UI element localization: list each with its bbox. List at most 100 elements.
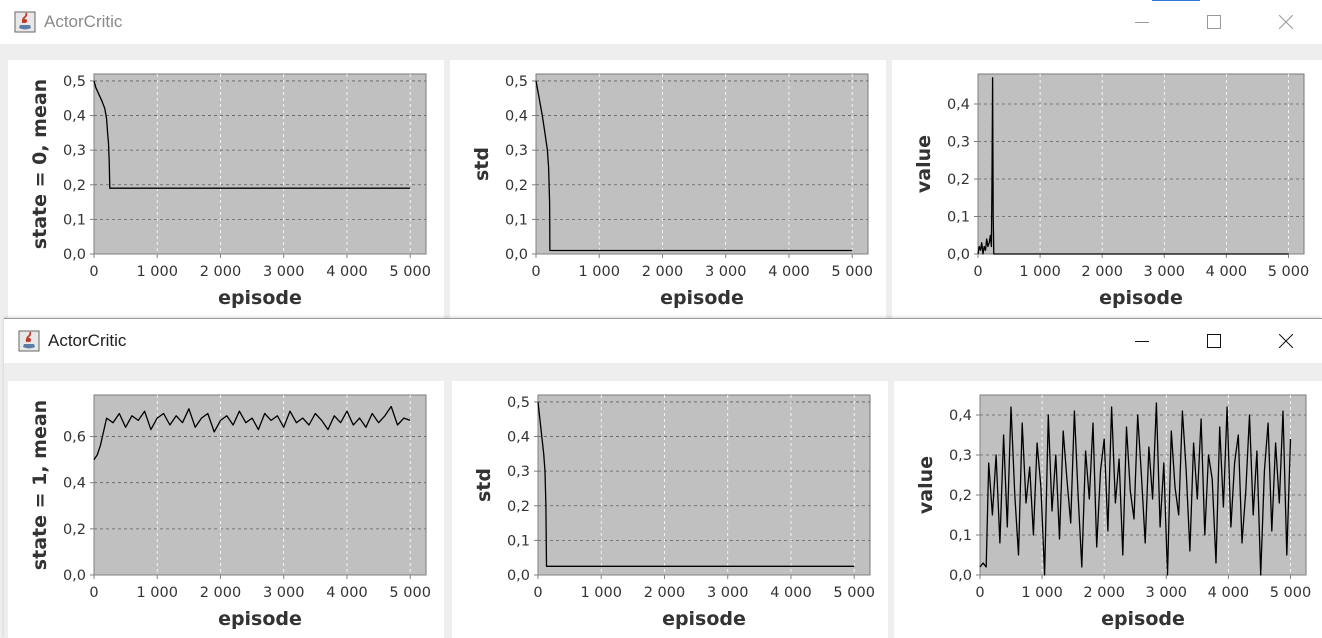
y-tick-label: 0,0 xyxy=(947,247,970,263)
actorcritic-window-front[interactable]: ActorCritic 0,0 0,2 0,4 0,6 0 1 000 2 000 3 000… xyxy=(4,318,1322,638)
y-axis-label: std xyxy=(473,468,495,502)
focus-accent xyxy=(1152,0,1200,1)
x-tick-label: 0 xyxy=(533,585,542,601)
chart-svg: 0,0 0,1 0,2 0,3 0,4 0 1 000 2 000 3 000 4 000 5 00… xyxy=(913,73,1309,309)
y-tick-label: 0,4 xyxy=(505,109,528,125)
y-tick-label: 0,6 xyxy=(63,430,86,446)
y-axis-label: state = 0, mean xyxy=(29,79,51,249)
series-line xyxy=(93,80,411,189)
x-tick-label: 1 000 xyxy=(1021,585,1063,601)
series-line xyxy=(977,77,1289,255)
chart-panel-state0-mean: 0,0 0,1 0,2 0,3 0,4 0,5 0 1 000 2 000 3 000 4 000 5… xyxy=(8,60,444,320)
x-axis-label: episode xyxy=(218,608,302,630)
y-tick-label: 0,4 xyxy=(63,109,86,125)
x-tick-label: 0 xyxy=(89,264,98,280)
x-tick-label: 2 000 xyxy=(644,585,686,601)
x-axis-label: episode xyxy=(662,608,746,630)
x-tick-label: 4 000 xyxy=(770,585,812,601)
x-tick-label: 1 000 xyxy=(1019,264,1061,280)
close-button[interactable] xyxy=(1250,319,1322,363)
maximize-button[interactable] xyxy=(1178,319,1250,363)
plot-area xyxy=(535,73,869,255)
close-icon xyxy=(1279,15,1293,29)
x-tick-label: 2 000 xyxy=(642,264,684,280)
close-icon xyxy=(1279,334,1293,348)
x-tick-label: 0 xyxy=(89,585,98,601)
y-tick-label: 0,5 xyxy=(507,395,530,411)
y-tick-label: 0,3 xyxy=(63,143,86,159)
y-axis-label: state = 1, mean xyxy=(29,400,51,570)
y-tick-label: 0,3 xyxy=(507,464,530,480)
y-tick-label: 0,2 xyxy=(947,172,970,188)
x-tick-label: 1 000 xyxy=(136,264,178,280)
x-tick-label: 5 000 xyxy=(1270,585,1312,601)
chart-panel-value: 0,0 0,1 0,2 0,3 0,4 0 1 000 2 000 3 000 4 000 5 00… xyxy=(894,381,1322,638)
y-tick-label: 0,3 xyxy=(949,448,972,464)
x-tick-label: 4 000 xyxy=(326,585,368,601)
x-tick-label: 3 000 xyxy=(1144,264,1186,280)
x-tick-label: 2 000 xyxy=(1081,264,1123,280)
x-tick-label: 1 000 xyxy=(580,585,622,601)
y-tick-label: 0,3 xyxy=(505,143,528,159)
chart-panel-std: 0,0 0,1 0,2 0,3 0,4 0,5 0 1 000 2 000 3 000 4 000 5… xyxy=(452,381,888,638)
y-tick-label: 0,0 xyxy=(507,568,530,584)
x-tick-label: 0 xyxy=(973,264,982,280)
x-tick-label: 2 000 xyxy=(200,585,242,601)
chart-panel-value: 0,0 0,1 0,2 0,3 0,4 0 1 000 2 000 3 000 4 000 5 00… xyxy=(892,60,1322,320)
y-axis-label: std xyxy=(471,147,493,181)
minimize-icon xyxy=(1135,22,1149,23)
chart-svg: 0,0 0,1 0,2 0,3 0,4 0,5 0 1 000 2 000 3 000 4 000 5… xyxy=(29,73,431,309)
x-tick-label: 2 000 xyxy=(1083,585,1125,601)
x-axis-label: episode xyxy=(218,287,302,309)
x-tick-label: 1 000 xyxy=(136,585,178,601)
x-tick-label: 3 000 xyxy=(705,264,747,280)
x-tick-label: 1 000 xyxy=(578,264,620,280)
y-tick-label: 0,1 xyxy=(947,210,970,226)
x-tick-label: 2 000 xyxy=(200,264,242,280)
maximize-icon xyxy=(1207,334,1221,348)
x-tick-label: 3 000 xyxy=(263,264,305,280)
window-title: ActorCritic xyxy=(48,331,127,350)
chart-svg: 0,0 0,1 0,2 0,3 0,4 0,5 0 1 000 2 000 3 000 4 000 5… xyxy=(471,73,873,309)
y-tick-label: 0,1 xyxy=(505,212,528,228)
plot-area xyxy=(977,73,1305,255)
maximize-button[interactable] xyxy=(1178,0,1250,44)
y-tick-label: 0,2 xyxy=(63,522,86,538)
y-tick-label: 0,2 xyxy=(949,488,972,504)
y-axis-label: value xyxy=(915,456,937,514)
y-tick-label: 0,4 xyxy=(949,408,972,424)
series-line xyxy=(535,80,853,252)
x-tick-label: 5 000 xyxy=(389,585,431,601)
x-tick-label: 3 000 xyxy=(1146,585,1188,601)
actorcritic-window-back[interactable]: ActorCritic 0,0 0,1 0,2 0,3 0,4 0,5 0 1 000 2 00… xyxy=(0,0,1322,320)
x-tick-label: 5 000 xyxy=(389,264,431,280)
y-tick-label: 0,2 xyxy=(505,178,528,194)
title-bar[interactable]: ActorCritic xyxy=(0,0,1322,44)
java-app-icon xyxy=(14,11,36,33)
x-tick-label: 4 000 xyxy=(768,264,810,280)
chart-panel-state1-mean: 0,0 0,2 0,4 0,6 0 1 000 2 000 3 000 4 000 5 000 ep… xyxy=(8,381,444,638)
y-tick-label: 0,2 xyxy=(507,499,530,515)
x-axis-label: episode xyxy=(1101,608,1185,630)
title-bar[interactable]: ActorCritic xyxy=(4,319,1322,363)
y-tick-label: 0,0 xyxy=(63,247,86,263)
plot-area xyxy=(537,394,871,576)
maximize-icon xyxy=(1207,15,1221,29)
x-tick-label: 3 000 xyxy=(707,585,749,601)
plot-area xyxy=(93,73,427,255)
y-tick-label: 0,1 xyxy=(507,533,530,549)
chart-svg: 0,0 0,2 0,4 0,6 0 1 000 2 000 3 000 4 000 5 000 ep… xyxy=(29,394,431,630)
series-line xyxy=(93,405,411,460)
close-button[interactable] xyxy=(1250,0,1322,44)
x-tick-label: 5 000 xyxy=(831,264,873,280)
series-line xyxy=(537,401,855,567)
y-tick-label: 0,5 xyxy=(63,74,86,90)
y-tick-label: 0,2 xyxy=(63,178,86,194)
y-tick-label: 0,4 xyxy=(507,430,530,446)
chart-svg: 0,0 0,1 0,2 0,3 0,4 0,5 0 1 000 2 000 3 000 4 000 5… xyxy=(473,394,875,630)
y-tick-label: 0,0 xyxy=(505,247,528,263)
chart-panel-std: 0,0 0,1 0,2 0,3 0,4 0,5 0 1 000 2 000 3 000 4 000 5… xyxy=(450,60,886,320)
minimize-button[interactable] xyxy=(1106,319,1178,363)
y-tick-label: 0,0 xyxy=(63,568,86,584)
minimize-button[interactable] xyxy=(1106,0,1178,44)
